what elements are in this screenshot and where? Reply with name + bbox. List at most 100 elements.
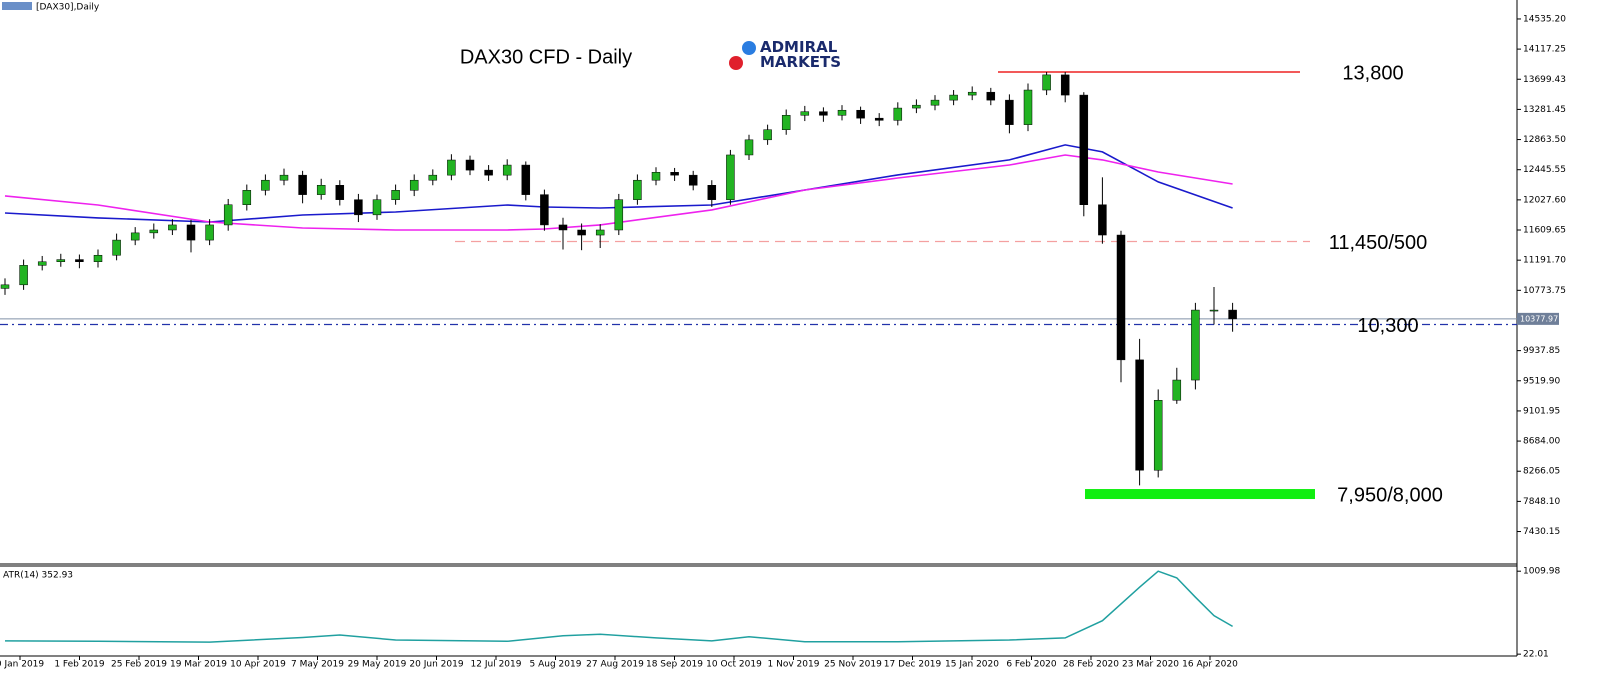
x-tick-label: 20 Jun 2019 [409,660,463,670]
y-tick-label: 14117.25 [1523,45,1566,55]
chart-title: DAX30 CFD - Daily [460,46,632,68]
x-tick-label: 1 Nov 2019 [768,660,820,670]
window-label: [DAX30],Daily [36,3,100,13]
candle-body [1191,309,1200,381]
y-tick-label: 12027.60 [1523,195,1566,205]
candle-body [130,232,140,241]
y-tick-label: 11191.70 [1523,256,1566,266]
last-price-label: 10377.97 [1520,314,1558,323]
y-tick-label: 11609.65 [1523,226,1566,236]
candle-body [279,174,289,181]
candle-body [893,107,903,121]
candle-body [1153,399,1163,471]
level-bar [1085,489,1315,500]
candle-body [502,164,512,176]
candle-body [1172,379,1182,401]
candle-body [19,265,28,286]
x-tick-label: 18 Sep 2019 [646,660,703,670]
level-label: 11,450/500 [1329,232,1428,254]
candle-body [781,115,791,130]
x-tick-label: 7 May 2019 [291,660,344,670]
candle-body [1098,204,1107,236]
x-tick-label: 25 Feb 2019 [111,660,167,670]
candle-body [651,172,661,181]
candle-body [354,199,363,216]
x-tick-label: 1 Feb 2019 [54,660,105,670]
candle-body [372,199,382,216]
x-tick-label: 29 May 2019 [348,660,407,670]
x-tick-label: 15 Jan 2020 [945,660,999,670]
x-tick-label: 27 Aug 2019 [586,660,644,670]
candle-body [149,229,159,234]
candle-body [949,94,958,101]
candle-body [1209,309,1219,312]
candle-body [1060,74,1070,96]
y-tick-label: 14535.20 [1523,14,1566,24]
candle-body [242,190,252,205]
candle-body [967,91,977,96]
candle-body [484,169,493,176]
candle-body [391,190,400,200]
candle-body [595,229,605,236]
y-tick-label: 10773.75 [1523,286,1566,296]
candle-body [447,159,456,176]
candle-body [837,109,847,116]
candle-body [1228,309,1237,320]
candle-body [856,109,865,119]
window-icon [2,2,32,10]
candle-body [298,174,307,195]
candle-body [112,239,121,256]
y-tick-label: 9937.85 [1523,346,1560,356]
level-label: 10,300 [1357,315,1418,337]
x-tick-label: 25 Nov 2019 [824,660,882,670]
y-tick-label: 7848.10 [1523,497,1560,507]
last-price-box [1517,312,1559,325]
logo: ADMIRAL MARKETS [760,40,841,70]
candle-body [763,129,772,141]
candle-body [614,199,624,231]
candle-body [633,179,642,200]
y-tick-label: 7430.15 [1523,527,1560,537]
candle-body [186,224,196,241]
y-tick-label: 8266.05 [1523,467,1560,477]
candle-body [540,194,549,226]
x-tick-label: 10 Oct 2019 [706,660,762,670]
x-tick-label: 17 Dec 2019 [884,660,942,670]
candle-body [707,185,717,200]
y-tick-label: 12445.55 [1523,165,1566,175]
candle-body [465,159,475,171]
candle-body [261,179,270,191]
x-tick-label: 16 Apr 2020 [1182,660,1238,670]
candle-body [800,111,810,116]
candle-body [1116,234,1126,361]
candle-body [874,117,884,121]
candle-body [726,154,735,200]
atr-tick-label: 22.01 [1523,650,1549,660]
logo-dot [742,41,756,55]
logo-dot [729,56,743,70]
x-tick-label: 0 Jan 2019 [0,660,44,670]
y-tick-label: 13281.45 [1523,105,1566,115]
candle-body [819,111,828,116]
candle-body [205,224,214,241]
candle-body [316,185,326,195]
candle-body [409,179,419,191]
candle-body [1023,89,1033,125]
candle-body [1005,99,1014,125]
candle-body [744,139,754,156]
x-tick-label: 28 Feb 2020 [1063,660,1119,670]
level-label: 13,800 [1342,62,1403,84]
y-tick-label: 9101.95 [1523,406,1560,416]
candle-body [37,261,47,266]
candle-body [577,229,586,236]
y-tick-label: 12863.50 [1523,135,1566,145]
candle-body [1135,359,1144,471]
candle-body [93,254,103,262]
y-tick-label: 9519.90 [1523,376,1560,386]
candle-body [930,99,940,106]
candle-body [335,185,345,200]
candle-body [56,259,66,262]
atr-label: ATR(14) 352.93 [3,571,73,581]
